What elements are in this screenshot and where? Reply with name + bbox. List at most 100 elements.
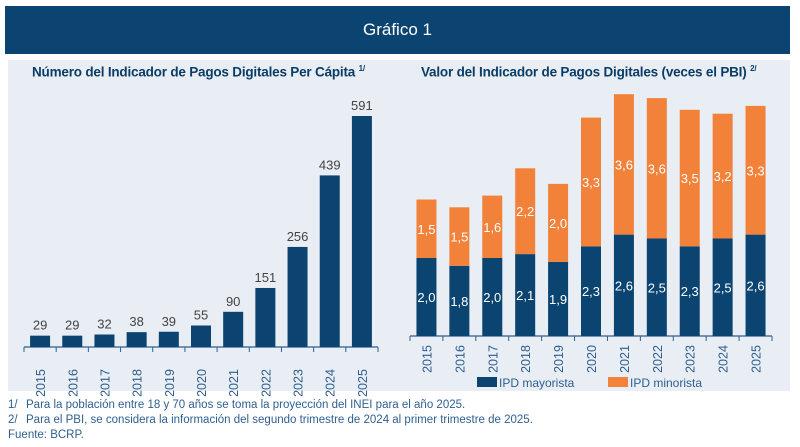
left-bar — [255, 287, 276, 347]
chart-header: Gráfico 1 — [5, 6, 790, 54]
minorista-value-label: 2,0 — [549, 216, 567, 231]
left-bar — [191, 325, 211, 347]
left-x-tick-label: 2019 — [163, 369, 177, 397]
left-bar-value-label: 38 — [129, 314, 143, 329]
right-chart-title-text: Valor del Indicador de Pagos Digitales (… — [421, 64, 747, 80]
right-x-tick-label: 2017 — [486, 345, 500, 373]
left-bar — [351, 116, 372, 347]
left-chart-title: Número del Indicador de Pagos Digitales … — [32, 64, 365, 80]
mayorista-value-label: 2,5 — [714, 280, 732, 295]
left-bar-value-label: 29 — [65, 318, 79, 333]
bar-segment-minorista — [745, 105, 766, 235]
bar-segment-minorista — [679, 109, 700, 247]
left-x-tick-label: 2020 — [195, 369, 209, 397]
right-x-tick-label: 2018 — [519, 345, 533, 373]
bar-segment-mayorista — [449, 265, 470, 336]
footnote-1-number: 1/ — [8, 399, 18, 411]
left-x-tick-label: 2024 — [324, 369, 338, 397]
bar-segment-minorista — [548, 183, 569, 262]
right-x-tick-label: 2022 — [651, 345, 665, 373]
left-bar-value-label: 39 — [162, 314, 176, 329]
minorista-value-label: 3,5 — [681, 171, 699, 186]
bar-segment-minorista — [646, 98, 667, 239]
left-bar — [94, 334, 115, 347]
bar-segment-mayorista — [515, 254, 536, 336]
left-bar-value-label: 90 — [226, 294, 240, 309]
bar-segment-minorista — [712, 113, 733, 239]
left-bar-value-label: 256 — [287, 229, 309, 244]
mayorista-value-label: 2,1 — [516, 288, 534, 303]
footnote-1-text: Para la población entre 18 y 70 años se … — [26, 399, 466, 411]
mayorista-value-label: 2,6 — [615, 278, 633, 293]
mayorista-value-label: 2,0 — [417, 290, 435, 305]
source-note: Fuente: BCRP. — [8, 429, 84, 441]
bar-segment-minorista — [515, 168, 536, 255]
left-bar-value-label: 29 — [33, 318, 47, 333]
footnote-2-number: 2/ — [8, 414, 18, 426]
right-x-tick-label: 2024 — [717, 345, 731, 373]
legend-swatch-mayorista — [477, 377, 497, 387]
left-bar — [223, 311, 244, 347]
minorista-value-label: 1,5 — [450, 230, 468, 245]
right-x-tick-label: 2023 — [684, 345, 698, 373]
left-bar-value-label: 32 — [97, 316, 111, 331]
left-bar-value-label: 439 — [319, 157, 341, 172]
bar-segment-mayorista — [613, 234, 634, 336]
left-bar — [30, 335, 51, 347]
minorista-value-label: 1,6 — [483, 220, 501, 235]
left-bar-value-label: 151 — [255, 270, 277, 285]
footnote-2-text: Para el PBI, se considera la información… — [26, 414, 533, 426]
left-x-tick-label: 2016 — [66, 369, 80, 397]
left-x-tick-label: 2022 — [259, 369, 273, 397]
footnotes: 1/Para la población entre 18 y 70 años s… — [8, 398, 533, 443]
mayorista-value-label: 2,0 — [483, 290, 501, 305]
legend-swatch-minorista — [608, 377, 628, 387]
legend-label-mayorista: IPD mayorista — [499, 376, 575, 390]
right-x-tick-label: 2025 — [750, 345, 764, 373]
bar-segment-minorista — [581, 117, 601, 247]
mayorista-value-label: 2,3 — [681, 284, 699, 299]
mayorista-value-label: 2,6 — [747, 278, 765, 293]
minorista-value-label: 3,2 — [714, 169, 732, 184]
mayorista-value-label: 2,5 — [648, 280, 666, 295]
bar-segment-mayorista — [646, 238, 667, 336]
minorista-value-label: 3,3 — [582, 175, 600, 190]
left-bar — [319, 175, 340, 347]
left-bar-value-label: 591 — [351, 98, 373, 113]
right-x-tick-label: 2015 — [420, 345, 434, 373]
bar-segment-minorista — [613, 94, 634, 235]
left-chart-title-text: Número del Indicador de Pagos Digitales … — [32, 64, 356, 80]
bar-segment-minorista — [449, 207, 470, 266]
left-bar — [62, 335, 83, 347]
left-x-tick-label: 2018 — [131, 369, 145, 397]
right-x-tick-label: 2020 — [585, 345, 599, 373]
left-x-tick-label: 2015 — [34, 369, 48, 397]
bar-segment-mayorista — [581, 246, 601, 336]
bar-segment-mayorista — [745, 234, 766, 336]
minorista-value-label: 3,3 — [747, 163, 765, 178]
left-x-tick-label: 2021 — [227, 369, 241, 397]
left-bar — [158, 331, 179, 347]
left-chart: 29 2015 29 2016 32 2017 38 2018 39 2019 55 2020 90 20… — [23, 98, 379, 397]
bar-segment-mayorista — [712, 238, 733, 336]
right-chart-title: Valor del Indicador de Pagos Digitales (… — [421, 64, 757, 80]
mayorista-value-label: 1,8 — [450, 294, 468, 309]
bar-segment-mayorista — [416, 258, 437, 336]
legend: IPD mayorista IPD minorista — [477, 376, 702, 390]
left-bar-value-label: 55 — [194, 308, 208, 323]
bar-segment-mayorista — [482, 258, 503, 336]
right-x-tick-label: 2016 — [453, 345, 467, 373]
right-x-tick-label: 2021 — [618, 345, 632, 373]
left-chart-title-footnote: 1/ — [358, 64, 365, 73]
right-x-tick-label: 2019 — [552, 345, 566, 373]
left-x-tick-label: 2023 — [292, 369, 306, 397]
right-chart: 2,0 1,5 2015 1,8 1,5 2016 2,0 1,6 2017 2,1 2,2 2018… — [409, 94, 773, 390]
minorista-value-label: 2,2 — [516, 204, 534, 219]
minorista-value-label: 1,5 — [417, 222, 435, 237]
mayorista-value-label: 2,3 — [582, 284, 600, 299]
right-chart-title-footnote: 2/ — [750, 64, 757, 73]
bar-segment-mayorista — [548, 261, 569, 336]
mayorista-value-label: 1,9 — [549, 292, 567, 307]
minorista-value-label: 3,6 — [648, 161, 666, 176]
